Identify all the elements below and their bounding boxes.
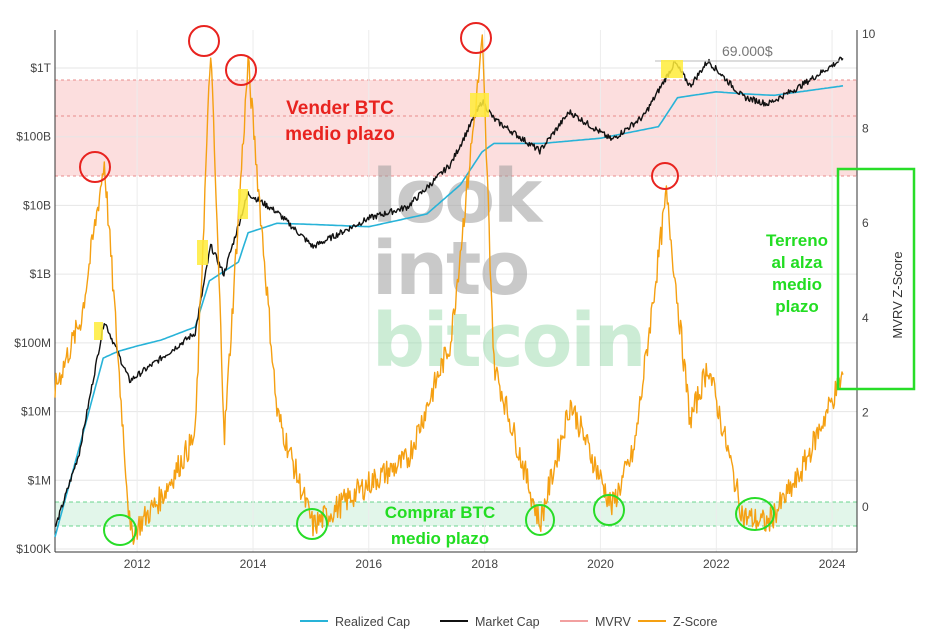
sell-label-line2: medio plazo	[285, 124, 395, 145]
right-tick-label: 4	[862, 311, 869, 325]
peak-highlights	[94, 60, 683, 340]
bottom-markers	[103, 494, 775, 546]
bull-label-line1: Terreno	[766, 231, 828, 250]
right-tick-label: 8	[862, 122, 869, 136]
left-tick-label: $1M	[28, 473, 51, 487]
watermark-bitcoin: bitcoin	[372, 298, 644, 384]
bottom-marker-2018	[525, 504, 555, 536]
top-marker-2021	[651, 162, 679, 190]
watermark-into: into	[372, 226, 528, 312]
sell-label-line1: Vender BTC	[286, 98, 394, 119]
x-axis: 2012 2014 2016 2018 2020 2022 2024	[124, 557, 846, 571]
bull-zone-frame	[836, 167, 916, 391]
left-axis: $100K $1M $10M $100M $1B $10B $100B $1T	[14, 61, 51, 556]
peak-highlight-2017	[470, 93, 489, 117]
x-tick-label: 2018	[471, 557, 498, 571]
left-tick-label: $10M	[21, 405, 51, 419]
series-line-z-score	[54, 34, 844, 545]
top-marker-2011	[79, 151, 111, 183]
bottom-marker-2015	[296, 508, 328, 540]
top-marker-2013a	[188, 25, 220, 57]
bull-label-line4: plazo	[775, 297, 818, 316]
x-tick-label: 2024	[819, 557, 846, 571]
watermark-look: look	[372, 154, 544, 240]
x-tick-label: 2014	[240, 557, 267, 571]
legend-label[interactable]: MVRV	[595, 615, 632, 629]
grid	[54, 30, 858, 553]
bottom-marker-2020	[593, 494, 625, 526]
price-label: 69.000$	[722, 43, 773, 59]
top-marker-2017	[460, 22, 492, 54]
right-tick-label: 6	[862, 216, 869, 230]
x-tick-label: 2022	[703, 557, 730, 571]
peak-highlight-2021	[661, 60, 683, 78]
bull-label-line3: medio	[772, 275, 822, 294]
right-axis-title: MVRV Z-Score	[890, 251, 905, 338]
peak-highlight-2013a	[197, 240, 208, 265]
bottom-marker-2022	[735, 497, 775, 531]
annotations: Vender BTC medio plazo Comprar BTC medio…	[285, 98, 828, 548]
watermark: look into bitcoin	[372, 154, 646, 384]
left-tick-label: $100B	[16, 130, 51, 144]
peak-highlight-2013b	[238, 189, 248, 219]
bottom-marker-2011	[103, 514, 137, 546]
buy-label-line2: medio plazo	[391, 529, 489, 548]
right-tick-label: 0	[862, 500, 869, 514]
legend: Realized Cap Market Cap MVRV Z-Score	[300, 615, 718, 629]
series-layer	[54, 34, 844, 545]
buy-zone-band	[55, 502, 857, 526]
series-line-market-cap	[54, 56, 844, 528]
legend-label[interactable]: Market Cap	[475, 615, 540, 629]
top-markers	[79, 22, 679, 190]
left-tick-label: $1B	[30, 267, 51, 281]
right-tick-label: 10	[862, 27, 876, 41]
x-tick-label: 2020	[587, 557, 614, 571]
x-tick-label: 2016	[355, 557, 382, 571]
legend-label[interactable]: Realized Cap	[335, 615, 410, 629]
top-marker-2013b	[225, 54, 257, 86]
peak-highlight-2011	[94, 322, 103, 340]
sell-zone-band	[55, 80, 857, 176]
buy-label-line1: Comprar BTC	[385, 503, 496, 522]
left-tick-label: $1T	[30, 61, 51, 75]
left-tick-label: $100K	[16, 542, 51, 556]
bands	[55, 79, 857, 527]
left-tick-label: $10B	[23, 198, 51, 212]
x-tick-label: 2012	[124, 557, 151, 571]
left-tick-label: $100M	[14, 336, 51, 350]
bull-label-line2: al alza	[771, 253, 823, 272]
series-line-realized-cap	[54, 85, 844, 538]
legend-label[interactable]: Z-Score	[673, 615, 718, 629]
right-tick-label: 2	[862, 405, 869, 419]
right-axis: 0 2 4 6 8 10	[862, 27, 876, 514]
